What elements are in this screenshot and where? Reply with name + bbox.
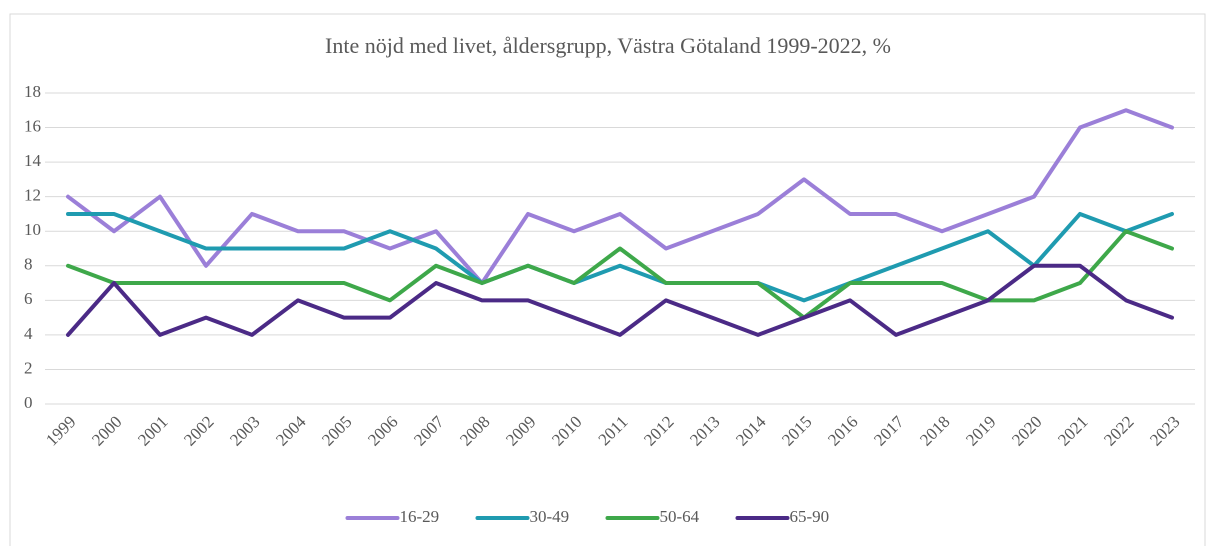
y-tick-label: 18 (24, 82, 41, 101)
y-tick-label: 4 (24, 324, 33, 343)
y-tick-label: 0 (24, 393, 33, 412)
y-tick-label: 6 (24, 289, 33, 308)
chart-title: Inte nöjd med livet, åldersgrupp, Västra… (325, 33, 891, 58)
y-tick-label: 8 (24, 255, 33, 274)
y-tick-label: 12 (24, 186, 41, 205)
legend-label: 16-29 (400, 507, 440, 526)
legend-label: 50-64 (660, 507, 700, 526)
series-line (66, 108, 1174, 286)
y-tick-label: 14 (24, 151, 42, 170)
series-line (66, 263, 1174, 337)
series-line (66, 211, 1174, 303)
legend-label: 30-49 (530, 507, 570, 526)
chart-frame (9, 13, 1206, 546)
y-tick-label: 16 (24, 116, 41, 135)
y-tick-label: 10 (24, 220, 41, 239)
legend-label: 65-90 (790, 507, 830, 526)
y-tick-label: 2 (24, 358, 33, 377)
